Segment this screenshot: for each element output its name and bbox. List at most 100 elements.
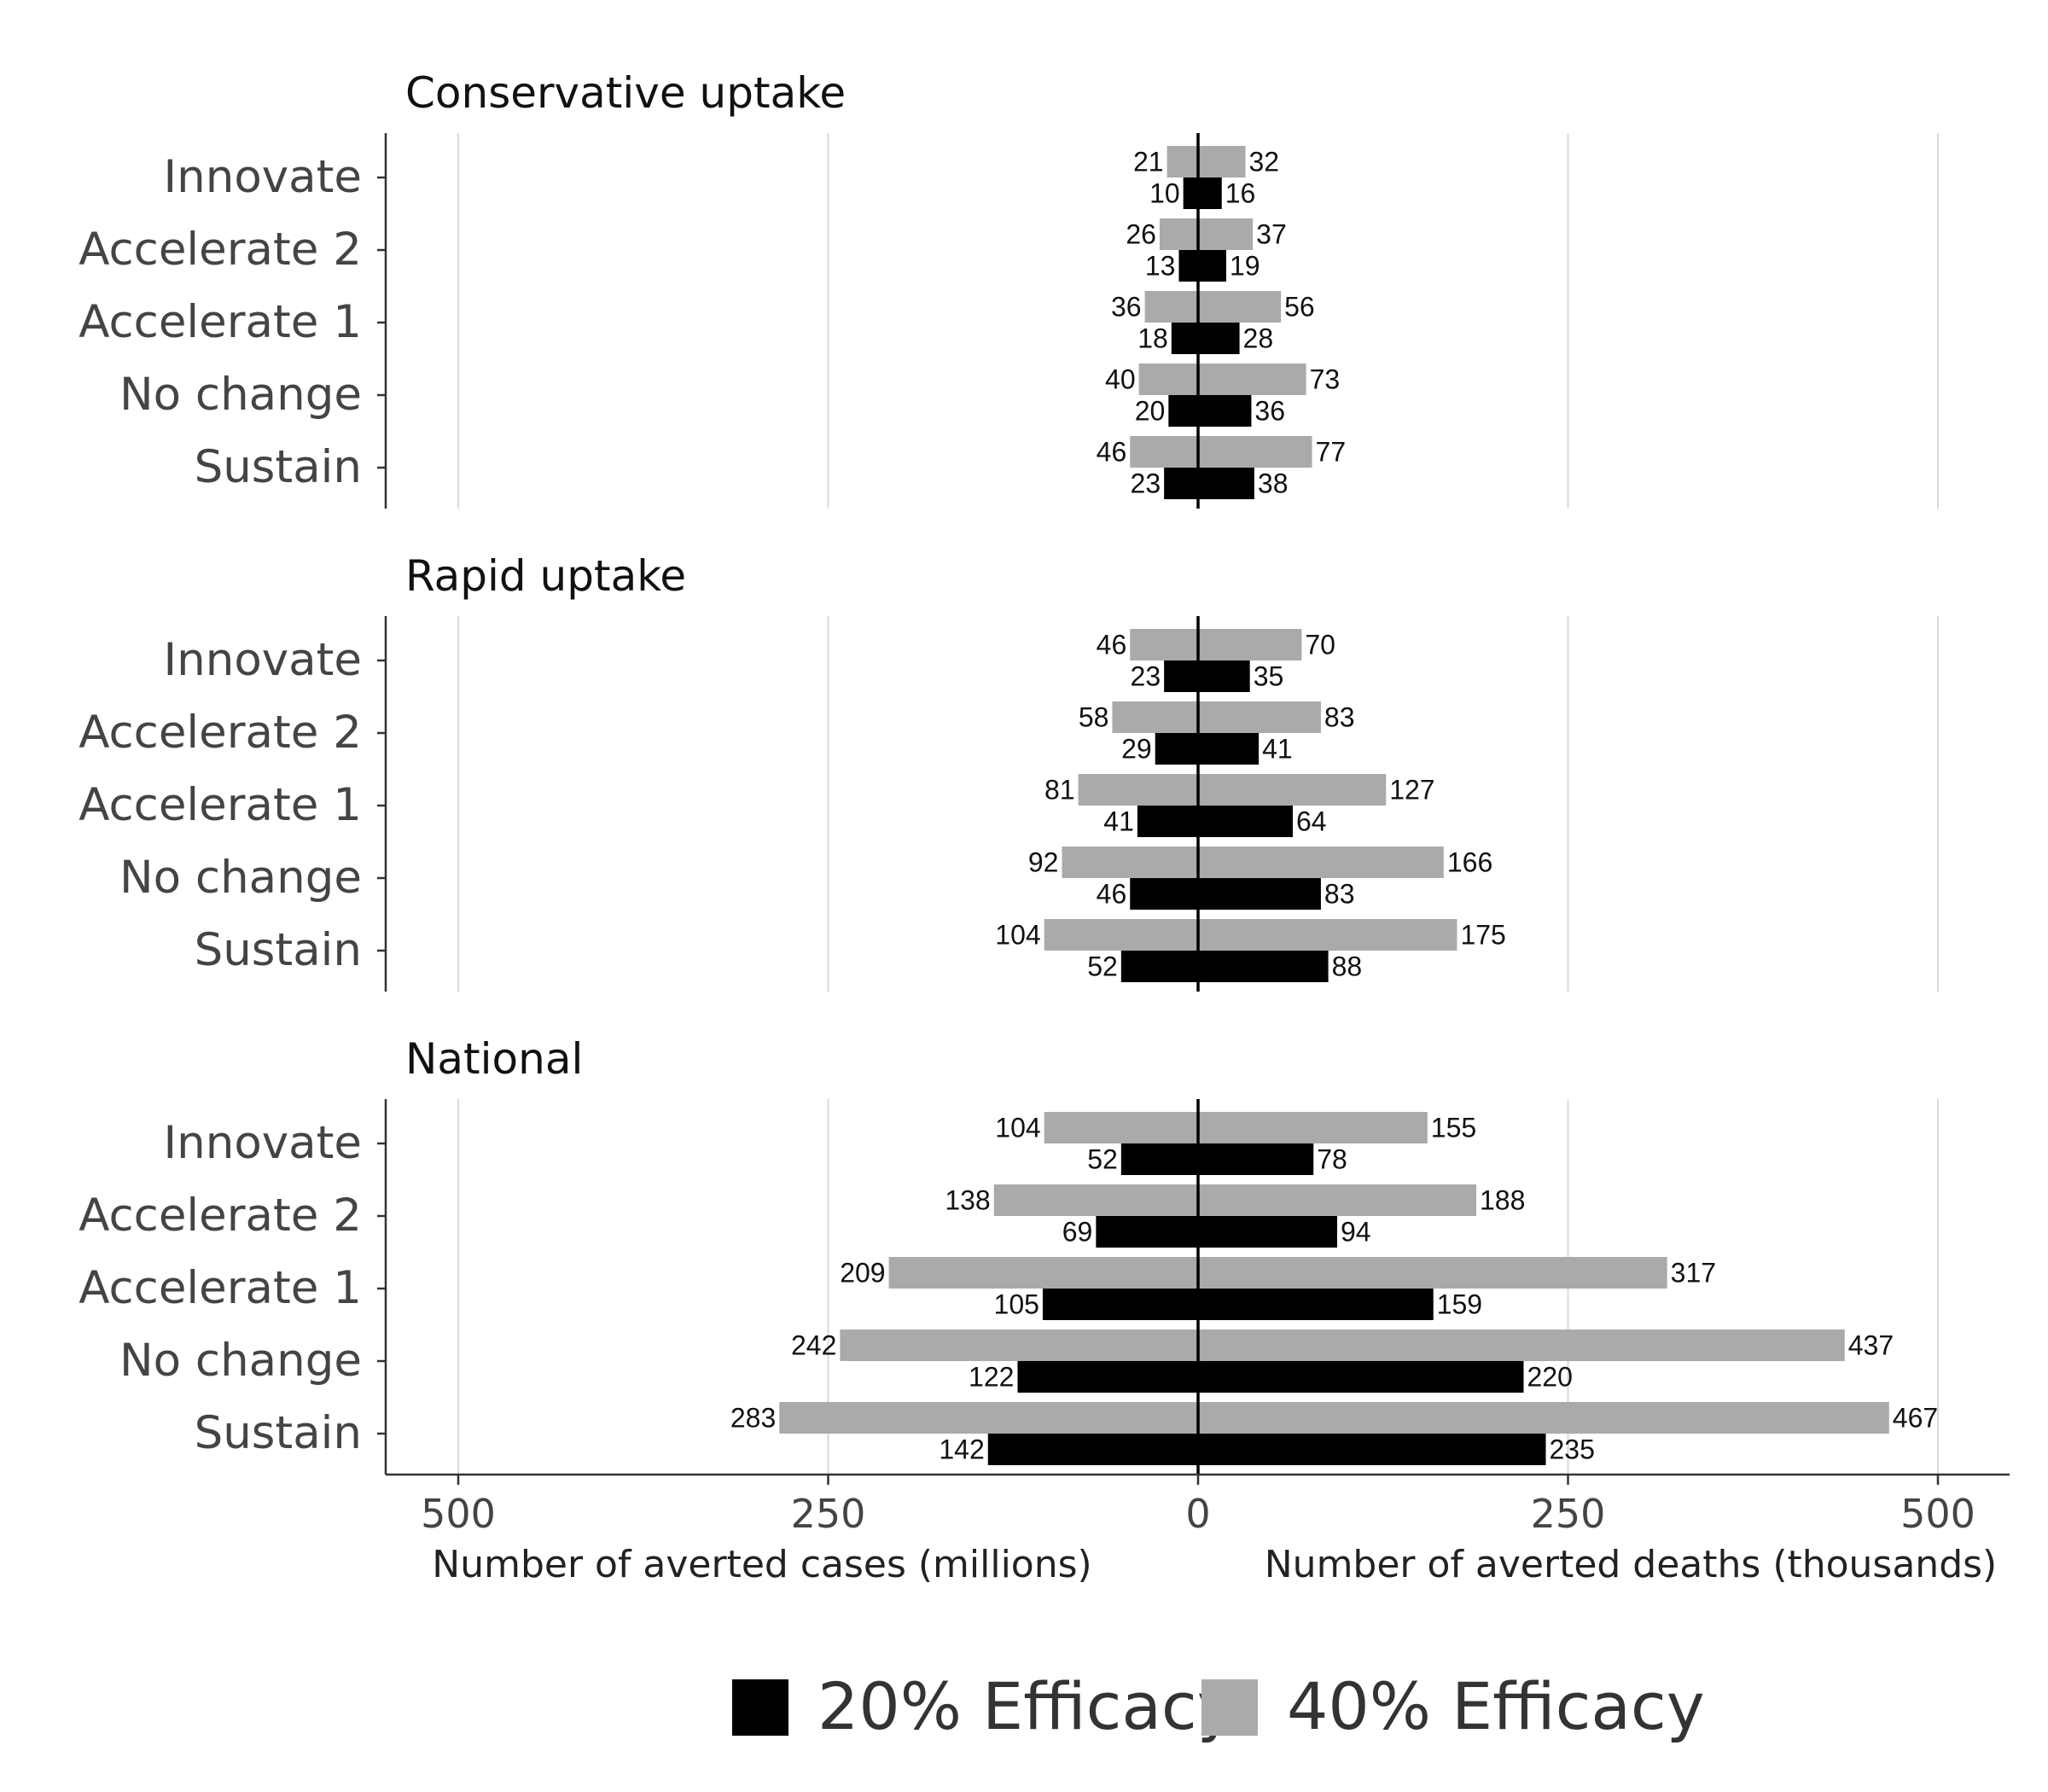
label-cases-conservative-uptake-no-change-efficacy20: 20	[1135, 396, 1166, 427]
label-cases-national-innovate-efficacy40: 104	[995, 1113, 1040, 1143]
bar-deaths-conservative-uptake-accelerate-1-efficacy40	[1198, 291, 1282, 323]
label-cases-conservative-uptake-accelerate-2-efficacy40: 26	[1126, 219, 1156, 250]
bar-cases-conservative-uptake-accelerate-2-efficacy20	[1178, 250, 1198, 282]
label-deaths-rapid-uptake-no-change-efficacy20: 83	[1324, 879, 1355, 910]
category-label-conservative-uptake-accelerate-2: Accelerate 2	[79, 224, 362, 276]
label-cases-rapid-uptake-accelerate-1-efficacy40: 81	[1044, 775, 1075, 806]
category-label-rapid-uptake-accelerate-2: Accelerate 2	[79, 707, 362, 759]
label-cases-rapid-uptake-innovate-efficacy40: 46	[1097, 630, 1127, 660]
x-tick-label-cases-500: 500	[421, 1491, 496, 1537]
label-cases-conservative-uptake-innovate-efficacy40: 21	[1133, 147, 1164, 177]
label-deaths-national-sustain-efficacy40: 467	[1893, 1403, 1938, 1434]
label-deaths-conservative-uptake-innovate-efficacy20: 16	[1225, 178, 1256, 209]
category-label-conservative-uptake-no-change: No change	[119, 369, 362, 421]
x-tick-label-deaths-500: 500	[1900, 1491, 1975, 1537]
bar-deaths-conservative-uptake-no-change-efficacy20	[1198, 395, 1252, 427]
label-cases-conservative-uptake-accelerate-1-efficacy40: 36	[1111, 292, 1142, 323]
bar-deaths-rapid-uptake-no-change-efficacy20	[1198, 878, 1321, 910]
bar-deaths-conservative-uptake-accelerate-2-efficacy20	[1198, 250, 1226, 282]
bar-deaths-conservative-uptake-sustain-efficacy20	[1198, 468, 1254, 499]
label-deaths-national-accelerate-1-efficacy40: 317	[1671, 1258, 1716, 1289]
bar-cases-rapid-uptake-no-change-efficacy40	[1062, 847, 1198, 878]
bar-cases-national-accelerate-1-efficacy40	[888, 1257, 1198, 1289]
label-deaths-conservative-uptake-sustain-efficacy20: 38	[1258, 468, 1289, 499]
label-cases-conservative-uptake-sustain-efficacy40: 46	[1097, 437, 1127, 468]
label-deaths-conservative-uptake-accelerate-1-efficacy40: 56	[1284, 292, 1315, 323]
label-deaths-rapid-uptake-innovate-efficacy40: 70	[1305, 630, 1335, 660]
category-label-national-innovate: Innovate	[164, 1117, 362, 1169]
bar-cases-national-accelerate-1-efficacy20	[1042, 1289, 1198, 1320]
category-label-conservative-uptake-accelerate-1: Accelerate 1	[79, 296, 362, 348]
bar-deaths-national-innovate-efficacy20	[1198, 1143, 1314, 1175]
label-deaths-national-innovate-efficacy40: 155	[1431, 1113, 1476, 1143]
label-cases-national-innovate-efficacy20: 52	[1087, 1144, 1118, 1175]
label-deaths-rapid-uptake-accelerate-1-efficacy20: 64	[1296, 806, 1327, 837]
label-cases-rapid-uptake-innovate-efficacy20: 23	[1131, 661, 1161, 692]
bar-cases-conservative-uptake-sustain-efficacy20	[1164, 468, 1198, 499]
bar-deaths-national-accelerate-1-efficacy20	[1198, 1289, 1434, 1320]
label-deaths-conservative-uptake-accelerate-2-efficacy20: 19	[1230, 251, 1260, 282]
bar-cases-rapid-uptake-accelerate-1-efficacy40	[1078, 774, 1198, 806]
label-cases-national-accelerate-1-efficacy20: 105	[994, 1289, 1039, 1320]
category-label-rapid-uptake-sustain: Sustain	[195, 924, 362, 976]
label-deaths-conservative-uptake-no-change-efficacy40: 73	[1310, 364, 1341, 395]
legend-label-efficacy20: 20% Efficacy	[817, 1668, 1236, 1744]
bar-cases-conservative-uptake-no-change-efficacy20	[1168, 395, 1198, 427]
label-cases-conservative-uptake-sustain-efficacy20: 23	[1131, 468, 1161, 499]
label-deaths-national-no-change-efficacy40: 437	[1848, 1330, 1894, 1361]
label-deaths-rapid-uptake-accelerate-2-efficacy40: 83	[1324, 702, 1355, 733]
bar-deaths-rapid-uptake-innovate-efficacy40	[1198, 629, 1302, 660]
label-cases-national-accelerate-2-efficacy20: 69	[1062, 1217, 1093, 1248]
bar-cases-national-no-change-efficacy20	[1017, 1361, 1198, 1393]
bar-cases-rapid-uptake-accelerate-2-efficacy40	[1112, 701, 1198, 733]
label-cases-rapid-uptake-no-change-efficacy20: 46	[1097, 879, 1127, 910]
label-deaths-rapid-uptake-no-change-efficacy40: 166	[1447, 847, 1492, 878]
label-deaths-rapid-uptake-accelerate-2-efficacy20: 41	[1262, 734, 1293, 765]
bar-cases-national-sustain-efficacy20	[987, 1434, 1198, 1465]
label-deaths-national-accelerate-1-efficacy20: 159	[1437, 1289, 1482, 1320]
bar-cases-conservative-uptake-innovate-efficacy20	[1183, 177, 1198, 209]
label-deaths-conservative-uptake-no-change-efficacy20: 36	[1254, 396, 1285, 427]
label-deaths-conservative-uptake-accelerate-1-efficacy20: 28	[1243, 323, 1274, 354]
label-deaths-conservative-uptake-accelerate-2-efficacy40: 37	[1256, 219, 1287, 250]
bar-deaths-rapid-uptake-no-change-efficacy40	[1198, 847, 1444, 878]
category-label-rapid-uptake-innovate: Innovate	[164, 634, 362, 686]
label-cases-rapid-uptake-accelerate-2-efficacy40: 58	[1079, 702, 1109, 733]
bar-cases-conservative-uptake-no-change-efficacy40	[1138, 364, 1198, 395]
label-cases-national-accelerate-2-efficacy40: 138	[945, 1185, 990, 1216]
label-cases-rapid-uptake-sustain-efficacy20: 52	[1087, 951, 1118, 982]
label-cases-national-sustain-efficacy20: 142	[939, 1434, 984, 1465]
category-label-national-accelerate-1: Accelerate 1	[79, 1262, 362, 1314]
panel-title-conservative-uptake: Conservative uptake	[405, 68, 846, 118]
bar-deaths-conservative-uptake-innovate-efficacy40	[1198, 146, 1246, 177]
label-deaths-rapid-uptake-sustain-efficacy20: 88	[1332, 951, 1363, 982]
bar-cases-conservative-uptake-innovate-efficacy40	[1167, 146, 1198, 177]
bar-deaths-rapid-uptake-sustain-efficacy20	[1198, 951, 1329, 982]
label-deaths-national-innovate-efficacy20: 78	[1317, 1144, 1347, 1175]
panel-title-rapid-uptake: Rapid uptake	[405, 551, 686, 601]
legend-swatch-efficacy20	[732, 1679, 788, 1736]
bar-deaths-conservative-uptake-accelerate-1-efficacy20	[1198, 323, 1240, 354]
bar-deaths-rapid-uptake-innovate-efficacy20	[1198, 660, 1250, 692]
bar-deaths-national-accelerate-2-efficacy40	[1198, 1184, 1476, 1216]
bar-deaths-conservative-uptake-no-change-efficacy40	[1198, 364, 1306, 395]
label-cases-national-no-change-efficacy40: 242	[791, 1330, 836, 1361]
bar-cases-conservative-uptake-accelerate-2-efficacy40	[1159, 218, 1198, 250]
category-label-national-accelerate-2: Accelerate 2	[79, 1190, 362, 1242]
bar-deaths-rapid-uptake-accelerate-1-efficacy20	[1198, 806, 1293, 837]
x-tick-label-deaths-250: 250	[1531, 1491, 1606, 1537]
label-deaths-rapid-uptake-innovate-efficacy20: 35	[1254, 661, 1284, 692]
bar-deaths-national-sustain-efficacy20	[1198, 1434, 1546, 1465]
label-deaths-conservative-uptake-sustain-efficacy40: 77	[1316, 437, 1347, 468]
bar-deaths-rapid-uptake-accelerate-2-efficacy40	[1198, 701, 1321, 733]
label-cases-conservative-uptake-accelerate-2-efficacy20: 13	[1145, 251, 1176, 282]
category-label-rapid-uptake-accelerate-1: Accelerate 1	[79, 779, 362, 831]
bar-cases-national-accelerate-2-efficacy20	[1096, 1216, 1198, 1248]
bar-cases-rapid-uptake-no-change-efficacy20	[1130, 878, 1198, 910]
bar-cases-conservative-uptake-accelerate-1-efficacy40	[1144, 291, 1198, 323]
label-cases-conservative-uptake-no-change-efficacy40: 40	[1105, 364, 1136, 395]
bar-cases-rapid-uptake-accelerate-2-efficacy20	[1155, 733, 1198, 765]
x-axis-title-deaths: Number of averted deaths (thousands)	[1265, 1543, 1997, 1586]
bar-cases-national-accelerate-2-efficacy40	[993, 1184, 1198, 1216]
